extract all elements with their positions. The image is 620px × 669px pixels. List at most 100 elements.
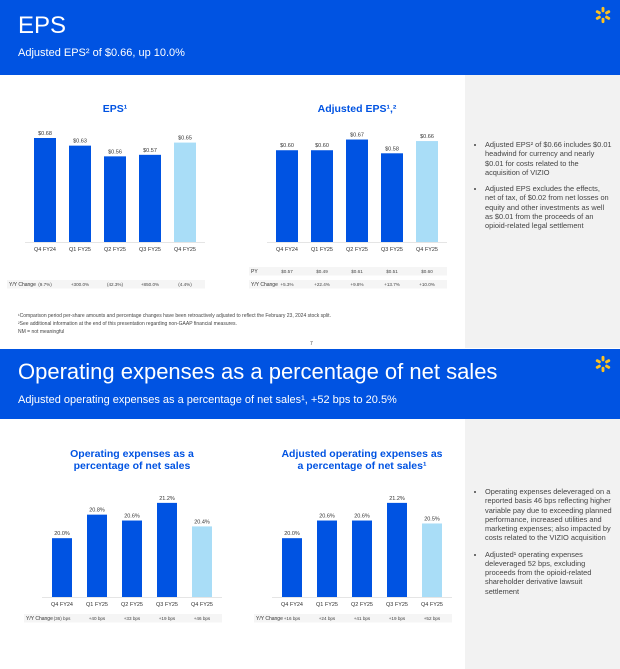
spark-ray [595,359,601,364]
spark-ray [605,10,611,15]
chart-title-line: percentage of net sales [74,460,191,472]
data-row-bg [249,280,447,289]
category-label: Q4 FY24 [281,602,303,608]
row-label: Y/Y Change [9,282,36,288]
chart-title-line: Operating expenses as a [70,448,194,460]
bar-q4-fy25 [416,141,438,242]
category-label: Q4 FY25 [191,602,213,608]
spark-ray [601,355,605,362]
row-value: +40 bps [89,616,106,621]
eps-charts: EPS¹ $0.68 Q4 FY24 $0.63 Q1 FY25 $0.56 Q2 FY25… [7,103,447,289]
data-label: $0.65 [178,136,192,142]
data-label: 20.6% [124,514,140,520]
eps-chart: EPS¹ $0.68 Q4 FY24 $0.63 Q1 FY25 $0.56 Q2 FY25… [7,103,205,289]
row-value: +300.0% [71,282,89,287]
row-value: (42.3%) [107,282,124,287]
bar-q4-fy25 [192,526,212,597]
bar-q4-fy24 [276,150,298,242]
row-value: +19 bps [389,616,406,621]
category-label: Q1 FY25 [311,247,333,253]
row-value: +41 bps [354,616,371,621]
row-value: +16 bps [284,616,301,621]
row-value: +10.0% [419,282,435,287]
category-label: Q2 FY25 [104,247,126,253]
chart-title: Adjusted operating expenses as a percenta… [281,448,442,472]
data-label: 20.8% [89,508,105,514]
spark-ray [605,364,611,369]
chart-title-line: a percentage of net sales¹ [298,460,427,472]
category-label: Q4 FY24 [276,247,298,253]
row-value: $0.51 [386,269,398,274]
category-label: Q2 FY25 [346,247,368,253]
row-value: +13.7% [384,282,400,287]
data-label: $0.63 [73,139,87,145]
row-value: +24 bps [319,616,336,621]
bar-q2-fy25 [346,139,368,242]
footnote: ¹Comparison period per-share amounts and… [18,313,331,319]
data-label: 20.5% [424,516,440,522]
row-value: (36) bps [54,616,72,621]
opex-chart: Operating expenses as a percentage of net… [24,448,222,623]
data-label: 20.0% [284,531,300,537]
slide-subtitle: Adjusted EPS² of $0.66, up 10.0% [18,47,185,59]
row-value: (4.4%) [178,282,192,287]
chart-title: EPS¹ [103,103,128,115]
category-label: Q3 FY25 [156,602,178,608]
row-value: +22.4% [314,282,330,287]
data-label: $0.67 [350,133,364,139]
footnote: NM = not meaningful [18,329,65,335]
opex-slide: Operating expenses as a percentage of ne… [0,349,620,669]
data-label: 21.2% [389,496,405,502]
slide-title: EPS [18,12,67,39]
walmart-spark-icon [595,6,611,24]
category-label: Q4 FY25 [174,247,196,253]
bar-q2-fy25 [122,520,142,597]
opex-commentary-panel: Operating expenses deleveraged on a repo… [465,419,620,669]
category-label: Q2 FY25 [121,602,143,608]
commentary-bullet: Adjusted EPS² of $0.66 includes $0.01 he… [485,140,612,177]
spark-ray [601,17,605,24]
data-label: 20.4% [194,519,210,525]
data-row-bg [7,280,205,289]
spark-ray [601,6,605,13]
category-label: Q3 FY25 [386,602,408,608]
data-label: 20.6% [354,514,370,520]
footnote: ²See additional information at the end o… [18,321,237,327]
bar-q4-fy25 [422,523,442,597]
category-label: Q2 FY25 [351,602,373,608]
row-value: +9.8% [350,282,363,287]
row-value: $0.57 [281,269,293,274]
category-label: Q3 FY25 [139,247,161,253]
data-row-bg [249,267,447,276]
bar-q1-fy25 [311,150,333,242]
bar-q2-fy25 [352,520,372,597]
slide-subtitle: Adjusted operating expenses as a percent… [18,394,397,406]
bar-q3-fy25 [387,502,407,597]
chart-title: Adjusted EPS¹,² [318,103,397,115]
spark-ray [601,366,605,373]
bar-q4-fy25 [174,142,196,242]
row-value: $0.61 [351,269,363,274]
category-label: Q3 FY25 [381,247,403,253]
adjusted-opex-chart: Adjusted operating expenses as a percenta… [254,448,452,623]
commentary-bullet: Operating expenses deleveraged on a repo… [485,487,612,543]
spark-ray [595,10,601,15]
row-label: Y/Y Change [256,616,283,622]
row-value: +5.3% [280,282,293,287]
commentary-bullet: Adjusted¹ operating expenses deleveraged… [485,550,612,596]
data-label: $0.66 [420,134,434,140]
row-value: +46 bps [194,616,211,621]
adjusted-eps-chart: Adjusted EPS¹,² $0.60 Q4 FY24 $0.60 Q1 FY25 $… [249,103,447,289]
category-label: Q1 FY25 [86,602,108,608]
spark-ray [605,15,611,20]
bar-q1-fy25 [87,514,107,597]
data-label: $0.68 [38,131,52,137]
category-label: Q4 FY24 [51,602,73,608]
walmart-spark-icon [595,355,611,373]
bar-q3-fy25 [157,502,177,597]
commentary-bullet: Adjusted EPS excludes the effects, net o… [485,184,612,230]
row-value: +850.0% [141,282,159,287]
row-value: (9.7%) [38,282,52,287]
row-value: +19 bps [159,616,176,621]
row-value: +33 bps [124,616,141,621]
